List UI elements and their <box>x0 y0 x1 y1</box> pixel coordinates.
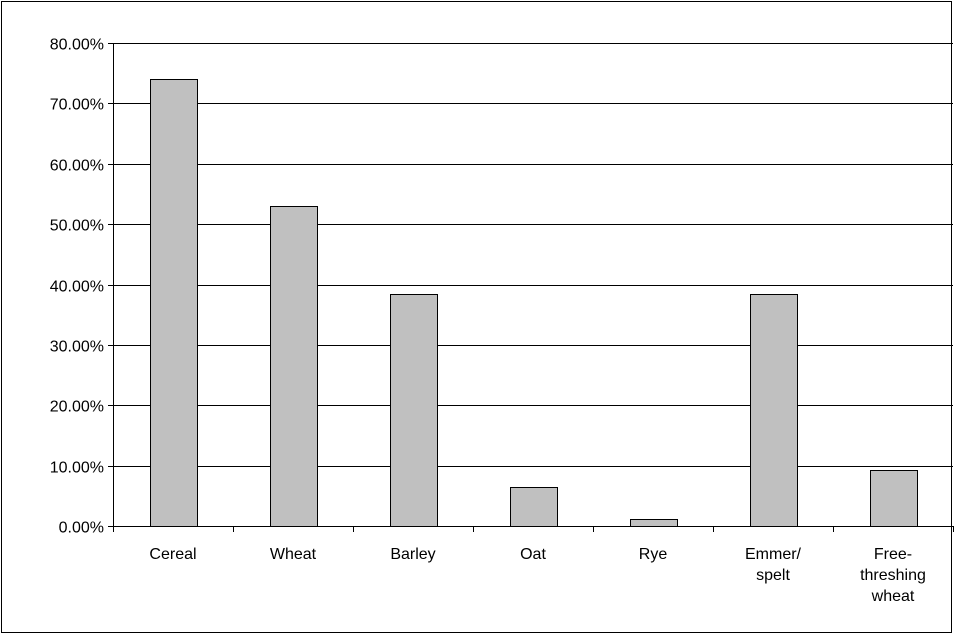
y-tick-label: 80.00% <box>50 37 104 54</box>
y-tick-label: 40.00% <box>50 279 104 296</box>
y-tick-label: 60.00% <box>50 158 104 175</box>
gridlines <box>113 43 953 467</box>
bar-emmer-spelt <box>750 294 798 527</box>
y-tick-label: 0.00% <box>59 520 104 537</box>
x-tick-label: Cereal <box>149 546 196 563</box>
y-tick-label: 20.00% <box>50 399 104 416</box>
x-tick-label: Wheat <box>270 546 317 563</box>
bar-wheat <box>270 206 318 527</box>
y-tick-labels: 0.00% 10.00% 20.00% 30.00% 40.00% 50.00% 60.00… <box>50 37 104 537</box>
y-tick-label: 70.00% <box>50 97 104 114</box>
y-tick-label: 50.00% <box>50 218 104 235</box>
x-tick-label: Barley <box>390 546 435 563</box>
bar-oat <box>510 487 558 527</box>
axes <box>108 43 954 532</box>
bar-barley <box>390 294 438 527</box>
bars <box>150 79 918 527</box>
y-tick-label: 10.00% <box>50 460 104 477</box>
x-tick-labels: Cereal Wheat Barley Oat Rye Emmer/spelt Free-t… <box>149 546 925 605</box>
x-tick-label: Oat <box>520 546 546 563</box>
x-tick-label: Emmer/spelt <box>745 546 802 584</box>
bar-rye <box>630 519 678 527</box>
y-tick-label: 30.00% <box>50 339 104 356</box>
x-tick-label: Free-threshing wheat <box>860 546 926 605</box>
bar-free-threshing-wheat <box>870 470 918 527</box>
x-tick-label: Rye <box>639 546 668 563</box>
bar-cereal <box>150 79 198 527</box>
